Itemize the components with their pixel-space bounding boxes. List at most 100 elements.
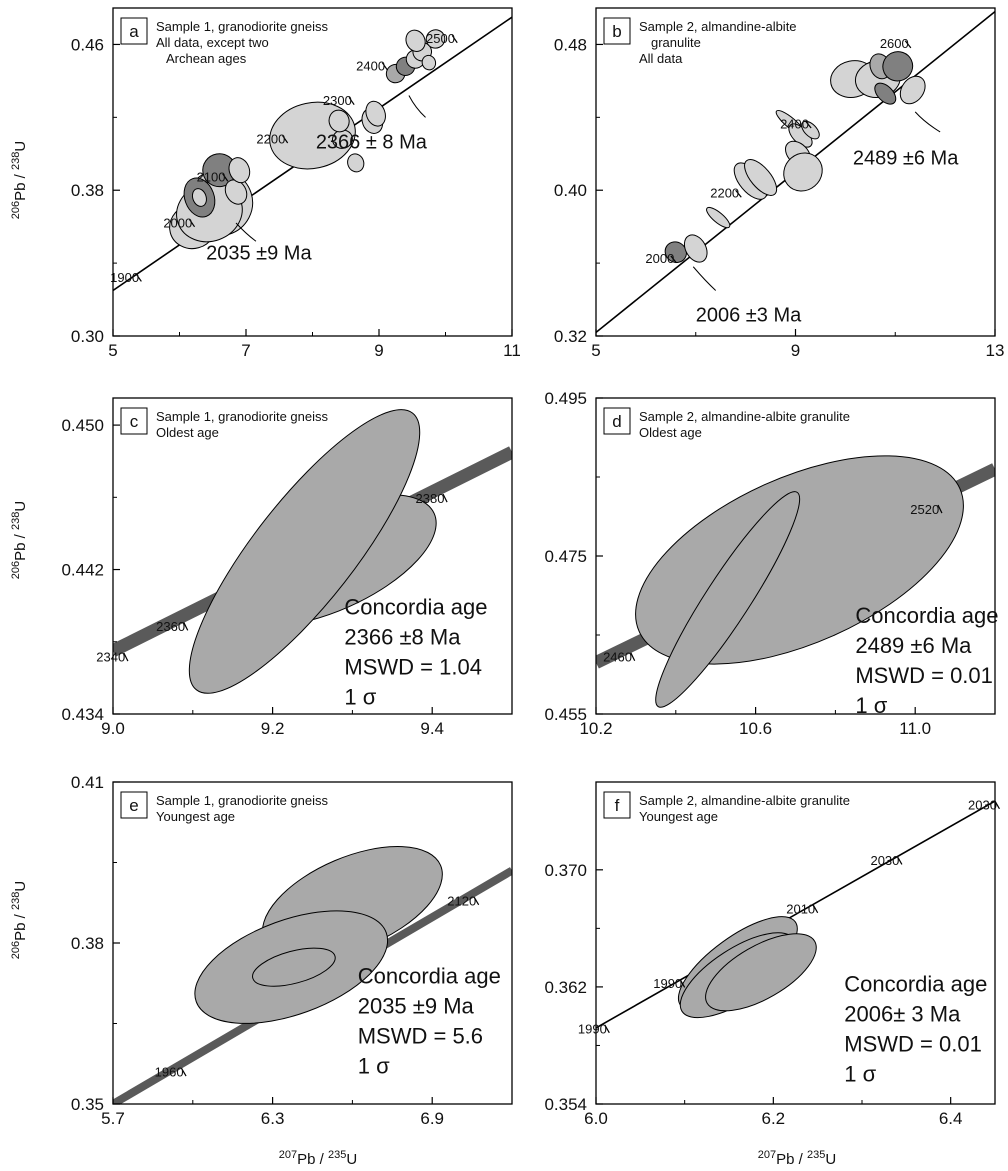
plot-area	[596, 455, 995, 708]
panel-f: 1990 1990 2010 2030 2030 f Sample 2, almandine…	[544, 781, 1000, 1128]
age-tick-label: 2400	[356, 59, 385, 74]
age-tick	[604, 1024, 610, 1034]
error-ellipse	[744, 159, 778, 196]
y-tick-label: 0.38	[71, 934, 104, 953]
concordia-stat-line: Concordia age	[855, 603, 998, 628]
panel-title-line: Sample 1, granodiorite gneiss	[156, 793, 328, 808]
plot-area	[113, 16, 512, 292]
age-tick-label: 2500	[426, 31, 455, 46]
panel-letter: d	[612, 412, 621, 431]
age-tick	[381, 62, 388, 71]
panel-title-line: Oldest age	[156, 425, 219, 440]
panel-e: 1960 2120 e Sample 1, granodiorite gneissYo…	[71, 773, 513, 1128]
age-tick	[451, 34, 458, 44]
age-tick-label: 2030	[870, 853, 899, 868]
error-ellipse	[705, 933, 817, 1012]
panel-title-line: All data, except two	[156, 35, 269, 50]
concordia-stat-line: 2366 ±8 Ma	[344, 625, 461, 650]
leader-line	[692, 266, 717, 291]
x-tick-label: 13	[986, 341, 1005, 360]
x-tick-label: 9.2	[261, 719, 285, 738]
y-tick-label: 0.40	[554, 181, 587, 200]
age-tick-label: 2300	[323, 93, 352, 108]
age-tick	[135, 273, 142, 282]
leader-line	[408, 95, 426, 118]
age-tick-label: 2200	[710, 186, 739, 201]
plot-frame	[112, 397, 513, 715]
x-tick-label: 9	[791, 341, 800, 360]
panel-title-line: Sample 2, almandine-albite	[639, 19, 797, 34]
age-tick-label: 2520	[910, 502, 939, 517]
error-ellipse	[365, 100, 386, 127]
age-tick-label: 2000	[645, 251, 674, 266]
concordia-stat-line: MSWD = 0.01	[844, 1031, 982, 1056]
x-tick-label: 10.2	[579, 719, 612, 738]
age-annotation: 2366 ± 8 Ma	[316, 131, 428, 153]
age-tick	[937, 504, 943, 514]
plot-area	[113, 409, 512, 694]
x-tick-label: 5.7	[101, 1109, 125, 1128]
x-tick-label: 11	[503, 341, 521, 360]
age-tick	[222, 173, 229, 182]
concordia-stat-line: Concordia age	[358, 963, 501, 988]
x-tick-label: 9.0	[101, 719, 125, 738]
x-tick-label: 6.9	[420, 1109, 444, 1128]
error-ellipse	[655, 491, 801, 708]
x-axis-label-right: 207Pb / 235U	[758, 1149, 836, 1168]
age-tick	[282, 135, 289, 144]
error-ellipse	[188, 409, 421, 694]
age-tick	[348, 96, 355, 106]
error-ellipse	[801, 120, 820, 140]
error-ellipse	[664, 241, 687, 263]
concordia-stat-line: Concordia age	[344, 595, 487, 620]
age-tick-label: 1990	[578, 1021, 607, 1036]
axis-labels: 206Pb / 238U 206Pb / 238U 206Pb / 238U 2…	[10, 141, 836, 1168]
error-ellipse	[252, 947, 336, 987]
y-tick-label: 0.442	[61, 561, 104, 580]
panel-title-line: Sample 1, granodiorite gneiss	[156, 409, 328, 424]
x-tick-label: 6.0	[584, 1109, 608, 1128]
age-tick	[904, 40, 912, 49]
age-tick-label: 1960	[155, 1065, 184, 1080]
concordia-stat-line: 2489 ±6 Ma	[855, 633, 972, 658]
error-ellipse	[421, 54, 437, 71]
age-tick-label: 2100	[197, 170, 226, 185]
plot-area	[596, 800, 995, 1029]
x-tick-label: 6.4	[939, 1109, 963, 1128]
plot-frame	[595, 781, 996, 1105]
concordia-stat-line: 1 σ	[358, 1053, 390, 1078]
concordia-stat-line: 2006± 3 Ma	[844, 1001, 961, 1026]
x-tick-label: 9.4	[420, 719, 444, 738]
age-annotation: 2489 ±6 Ma	[853, 148, 959, 170]
y-tick-label: 0.32	[554, 327, 587, 346]
y-axis-label-bottom: 206Pb / 238U	[10, 881, 29, 959]
age-tick-label: 2380	[416, 491, 445, 506]
y-axis-label-top: 206Pb / 238U	[10, 141, 29, 219]
panel-title-line: Sample 2, almandine-albite granulite	[639, 793, 850, 808]
error-ellipse	[224, 179, 248, 205]
age-annotation: 2035 ±9 Ma	[206, 242, 312, 264]
error-ellipse	[405, 29, 426, 52]
concordia-stat-line: 1 σ	[855, 693, 887, 718]
age-tick	[735, 189, 742, 198]
panel-letter-box	[603, 791, 631, 819]
panel-letter-box	[603, 17, 631, 45]
panel-title-line: Oldest age	[639, 425, 702, 440]
panel-title-line: All data	[639, 51, 683, 66]
concordia-stat-line: MSWD = 0.01	[855, 663, 993, 688]
panel-title-line: granulite	[651, 35, 701, 50]
age-tick	[896, 856, 903, 865]
error-ellipse	[683, 234, 708, 263]
x-tick-label: 6.3	[261, 1109, 285, 1128]
age-tick-label: 2460	[603, 649, 632, 664]
y-tick-label: 0.48	[554, 35, 587, 54]
age-tick	[670, 255, 677, 264]
age-tick-label: 2400	[780, 116, 809, 131]
age-tick-label: 2000	[163, 215, 192, 230]
age-tick	[188, 219, 196, 228]
y-tick-label: 0.495	[544, 389, 587, 408]
panel-title-line: Sample 1, granodiorite gneiss	[156, 19, 328, 34]
age-tick	[805, 120, 812, 129]
y-tick-label: 0.455	[544, 705, 587, 724]
